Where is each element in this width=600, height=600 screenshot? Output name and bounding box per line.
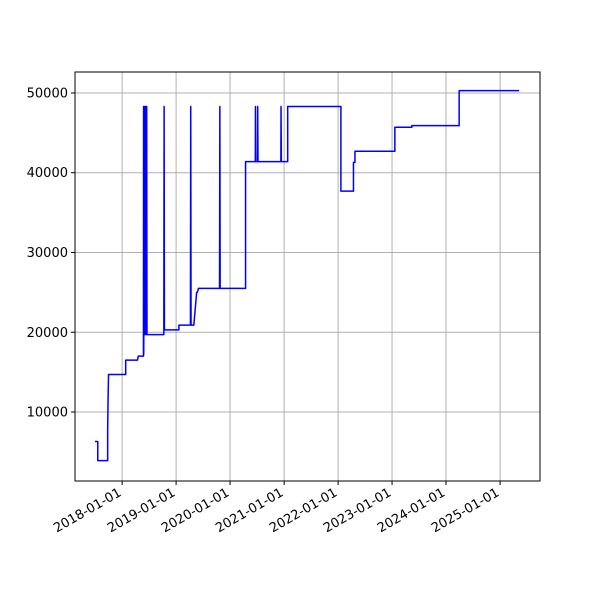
y-tick-label: 30000	[27, 246, 68, 261]
y-tick-label: 10000	[27, 406, 68, 421]
y-tick-label: 40000	[27, 166, 68, 181]
y-tick-label: 50000	[27, 86, 68, 101]
plot-frame	[74, 71, 541, 482]
data-line	[94, 89, 520, 462]
y-tick-label: 20000	[27, 326, 68, 341]
